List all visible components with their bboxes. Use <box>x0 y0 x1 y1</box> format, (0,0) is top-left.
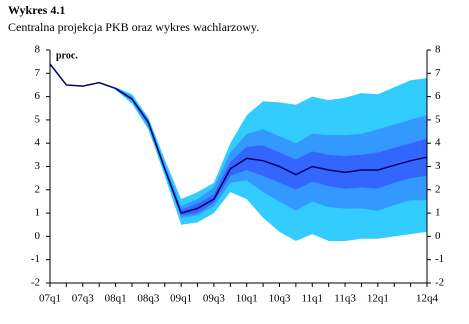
x-tick-label: 08q1 <box>105 293 127 305</box>
x-tick-label: 10q3 <box>268 293 291 305</box>
central-line <box>49 63 428 215</box>
x-tick-label: 10q1 <box>236 293 258 305</box>
y-tick-label-left: 2 <box>35 183 41 195</box>
x-tick-label: 12q1 <box>367 293 389 305</box>
y-tick-label-right: -2 <box>435 277 444 289</box>
y-tick-label-left: 8 <box>35 44 41 56</box>
y-tick-label-right: 5 <box>435 113 441 125</box>
y-tick-label-right: 3 <box>435 160 441 172</box>
x-tick-label: 07q3 <box>72 293 95 305</box>
y-tick-label-left: -2 <box>31 277 40 289</box>
y-tick-label-left: -1 <box>31 253 40 265</box>
y-tick-label-right: 2 <box>435 183 441 195</box>
y-tick-label-left: 4 <box>35 137 41 149</box>
y-tick-label-right: 6 <box>435 90 441 102</box>
x-tick-label: 12q4 <box>416 293 439 305</box>
x-tick-label: 08q3 <box>137 293 160 305</box>
x-tick-label: 09q3 <box>203 293 226 305</box>
y-tick-label-left: 7 <box>35 67 41 79</box>
y-tick-label-right: 1 <box>435 207 441 219</box>
y-tick-label-right: 0 <box>435 230 441 242</box>
x-tick-label: 11q1 <box>301 293 323 305</box>
fan-band <box>115 88 427 216</box>
y-tick-label-left: 6 <box>35 90 41 102</box>
y-tick-label-left: 0 <box>35 230 41 242</box>
chart-title: Wykres 4.1 <box>8 3 65 17</box>
x-tick-label: 11q3 <box>334 293 356 305</box>
y-tick-label-left: 1 <box>35 207 41 219</box>
y-tick-label-right: 4 <box>435 137 441 149</box>
y-tick-label-left: 3 <box>35 160 41 172</box>
y-tick-label-right: 7 <box>435 67 441 79</box>
y-tick-label-right: 8 <box>435 44 441 56</box>
y-axis-label: proc. <box>56 50 78 61</box>
y-tick-label-left: 5 <box>35 113 41 125</box>
x-tick-label: 07q1 <box>39 293 61 305</box>
y-tick-label-right: -1 <box>435 253 444 265</box>
x-tick-label: 09q1 <box>170 293 192 305</box>
chart-subtitle: Centralna projekcja PKB oraz wykres wach… <box>8 20 259 34</box>
